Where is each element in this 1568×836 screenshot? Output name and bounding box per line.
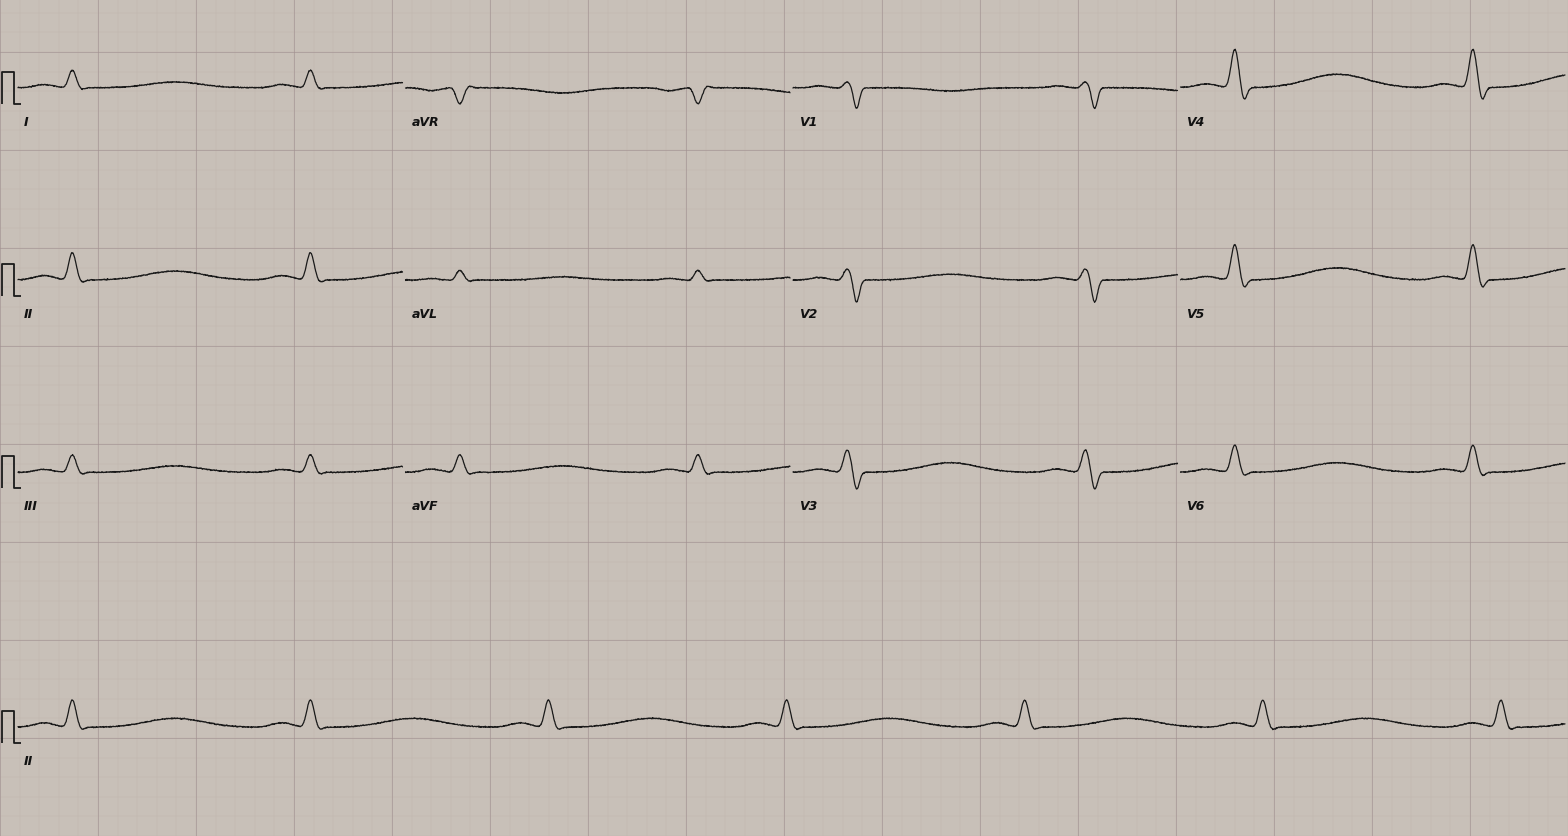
Text: aVR: aVR [411, 115, 439, 129]
Text: V6: V6 [1187, 500, 1204, 513]
Text: II: II [24, 755, 33, 768]
Text: V5: V5 [1187, 308, 1204, 321]
Text: II: II [24, 308, 33, 321]
Text: V3: V3 [800, 500, 817, 513]
Text: V1: V1 [800, 115, 817, 129]
Text: III: III [24, 500, 38, 513]
Text: I: I [24, 115, 28, 129]
Text: aVL: aVL [411, 308, 437, 321]
Text: aVF: aVF [411, 500, 437, 513]
Text: V4: V4 [1187, 115, 1204, 129]
Text: V2: V2 [800, 308, 817, 321]
